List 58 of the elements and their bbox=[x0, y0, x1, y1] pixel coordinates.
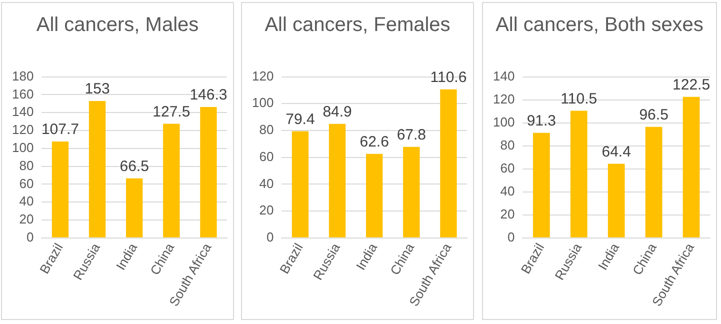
y-tick-label: 120 bbox=[12, 122, 34, 138]
y-tick-label: 20 bbox=[259, 202, 274, 218]
y-tick-label: 0 bbox=[266, 229, 274, 244]
bar bbox=[366, 154, 383, 238]
bar bbox=[440, 89, 457, 238]
bar bbox=[292, 131, 309, 238]
y-tick-label: 40 bbox=[19, 194, 34, 209]
data-label: 79.4 bbox=[286, 110, 315, 128]
y-tick-label: 80 bbox=[19, 158, 34, 173]
data-label: 110.5 bbox=[560, 90, 598, 108]
y-tick-label: 40 bbox=[500, 183, 515, 198]
y-tick-label: 140 bbox=[492, 68, 515, 84]
y-tick-label: 100 bbox=[492, 114, 515, 130]
data-label: 146.3 bbox=[190, 86, 228, 104]
y-tick-label: 0 bbox=[26, 229, 34, 244]
y-tick-label: 80 bbox=[259, 122, 274, 138]
y-tick-label: 100 bbox=[252, 95, 274, 110]
y-tick-label: 20 bbox=[19, 212, 34, 227]
chart-title: All cancers, Females bbox=[264, 13, 452, 38]
bar bbox=[608, 164, 625, 238]
bar bbox=[88, 100, 106, 238]
bar bbox=[200, 106, 217, 238]
data-label: 153 bbox=[84, 80, 110, 98]
y-tick-label: 20 bbox=[500, 206, 515, 222]
y-tick-label: 60 bbox=[19, 176, 34, 191]
data-label: 84.9 bbox=[322, 104, 352, 121]
y-tick-label: 40 bbox=[259, 176, 274, 191]
bar bbox=[645, 126, 662, 238]
data-label: 110.6 bbox=[430, 69, 467, 86]
data-label: 122.5 bbox=[672, 76, 710, 94]
bar bbox=[570, 110, 588, 238]
data-label: 66.5 bbox=[120, 158, 149, 176]
bar bbox=[403, 146, 420, 238]
y-tick-label: 80 bbox=[500, 137, 515, 152]
data-label: 127.5 bbox=[152, 103, 190, 120]
data-label: 96.5 bbox=[639, 106, 668, 124]
bar bbox=[328, 124, 346, 238]
y-tick-label: 180 bbox=[12, 68, 34, 84]
chart-title: All cancers, Males bbox=[35, 13, 200, 38]
data-label: 62.6 bbox=[360, 133, 389, 150]
data-label: 67.8 bbox=[396, 126, 426, 144]
y-tick-label: 120 bbox=[252, 68, 274, 84]
y-tick-label: 140 bbox=[12, 104, 34, 120]
chart-title: All cancers, Both sexes bbox=[494, 13, 704, 38]
y-tick-label: 60 bbox=[500, 160, 515, 176]
y-tick-label: 0 bbox=[507, 229, 515, 244]
y-tick-label: 100 bbox=[12, 140, 34, 155]
bar bbox=[126, 178, 143, 238]
y-tick-label: 160 bbox=[12, 86, 34, 102]
bar bbox=[682, 96, 700, 238]
data-label: 64.4 bbox=[602, 143, 631, 160]
y-tick-label: 120 bbox=[492, 91, 515, 106]
bar bbox=[163, 124, 180, 238]
data-label: 107.7 bbox=[41, 121, 79, 138]
y-tick-label: 60 bbox=[259, 148, 274, 164]
data-label: 91.3 bbox=[526, 112, 556, 130]
bar bbox=[532, 132, 550, 238]
bar bbox=[52, 142, 69, 238]
